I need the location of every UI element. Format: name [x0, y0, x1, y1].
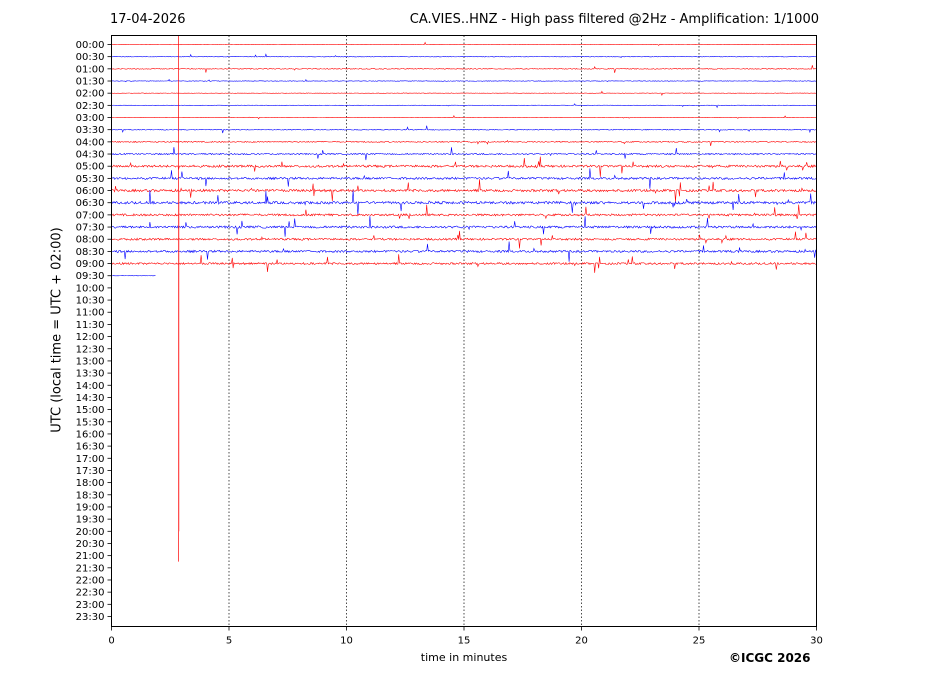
y-tick-label: 06:00 — [76, 186, 105, 197]
y-tick-label: 07:30 — [76, 223, 105, 234]
y-tick-label: 16:30 — [76, 442, 105, 453]
y-tick-label: 13:30 — [76, 369, 105, 380]
y-tick-label: 11:00 — [76, 308, 105, 319]
y-tick-label: 00:30 — [76, 52, 105, 63]
y-tick-label: 08:30 — [76, 247, 105, 258]
y-tick-label: 15:30 — [76, 417, 105, 428]
y-tick-label: 00:00 — [76, 40, 105, 51]
y-tick-label: 15:00 — [76, 405, 105, 416]
x-tick-label: 30 — [810, 636, 823, 647]
y-tick-label: 12:30 — [76, 344, 105, 355]
y-tick-label: 04:30 — [76, 150, 105, 161]
x-tick-label: 25 — [693, 636, 706, 647]
y-tick-label: 03:30 — [76, 125, 105, 136]
y-tick-label: 14:00 — [76, 381, 105, 392]
y-tick-label: 17:30 — [76, 466, 105, 477]
trace-line — [112, 216, 817, 237]
x-tick-label: 5 — [226, 636, 232, 647]
y-tick-label: 09:30 — [76, 271, 105, 282]
y-tick-label: 02:30 — [76, 101, 105, 112]
y-tick-label: 14:30 — [76, 393, 105, 404]
y-tick-label: 04:00 — [76, 137, 105, 148]
trace-line — [112, 168, 817, 188]
y-tick-label: 01:30 — [76, 77, 105, 88]
y-tick-label: 12:00 — [76, 332, 105, 343]
y-tick-label: 07:00 — [76, 210, 105, 221]
y-tick-label: 09:00 — [76, 259, 105, 270]
y-tick-label: 11:30 — [76, 320, 105, 331]
y-tick-label: 17:00 — [76, 454, 105, 465]
x-tick-label: 20 — [575, 636, 588, 647]
y-tick-label: 23:30 — [76, 612, 105, 623]
trace-line — [112, 241, 817, 261]
trace-line — [112, 80, 817, 82]
y-tick-label: 13:00 — [76, 356, 105, 367]
y-tick-label: 23:00 — [76, 600, 105, 611]
y-tick-label: 16:00 — [76, 429, 105, 440]
y-tick-label: 22:00 — [76, 575, 105, 586]
y-tick-label: 02:00 — [76, 89, 105, 100]
x-tick-label: 10 — [340, 636, 353, 647]
y-tick-label: 21:00 — [76, 551, 105, 562]
y-tick-label: 20:30 — [76, 539, 105, 550]
y-tick-label: 18:00 — [76, 478, 105, 489]
y-tick-label: 03:00 — [76, 113, 105, 124]
y-tick-label: 06:30 — [76, 198, 105, 209]
y-tick-label: 21:30 — [76, 563, 105, 574]
x-tick-label: 0 — [108, 636, 114, 647]
y-tick-label: 08:00 — [76, 235, 105, 246]
y-tick-label: 05:00 — [76, 162, 105, 173]
y-tick-label: 01:00 — [76, 64, 105, 75]
y-tick-label: 19:30 — [76, 515, 105, 526]
y-tick-label: 20:00 — [76, 527, 105, 538]
y-tick-label: 10:30 — [76, 296, 105, 307]
y-tick-label: 19:00 — [76, 502, 105, 513]
y-tick-label: 10:00 — [76, 283, 105, 294]
y-tick-label: 05:30 — [76, 174, 105, 185]
y-tick-label: 22:30 — [76, 588, 105, 599]
x-tick-label: 15 — [458, 636, 471, 647]
y-tick-label: 18:30 — [76, 490, 105, 501]
trace-line — [112, 157, 817, 177]
